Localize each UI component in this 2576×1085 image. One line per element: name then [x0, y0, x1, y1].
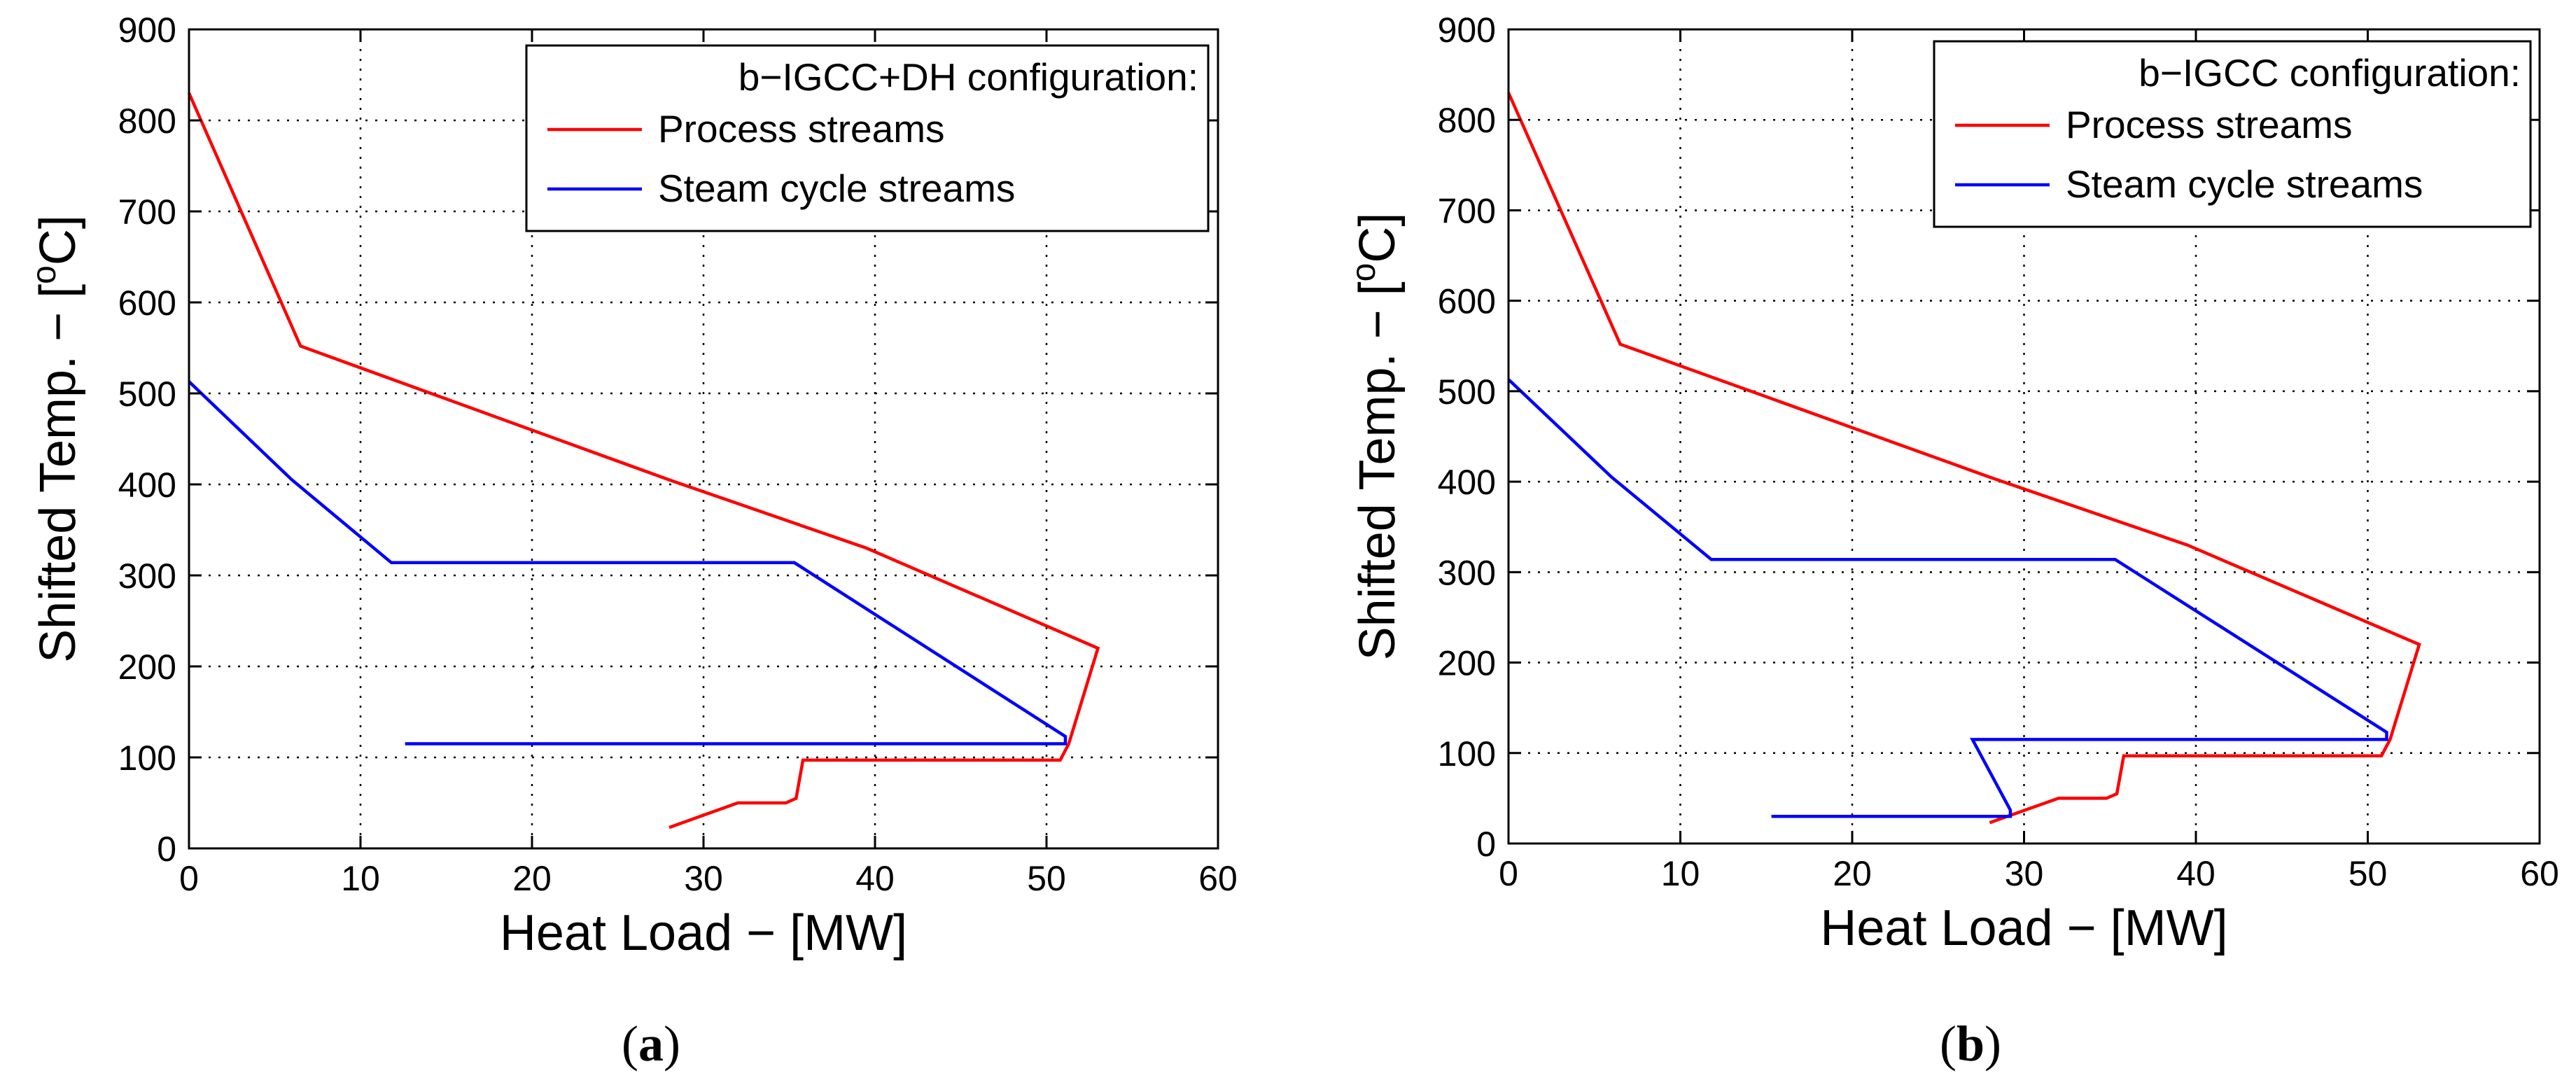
caption-open-paren: (	[622, 1016, 638, 1072]
x-tick-label: 50	[2348, 854, 2388, 893]
caption-open-paren: (	[1940, 1016, 1956, 1072]
panel-caption: (b)	[1940, 1016, 2001, 1072]
panel-caption: (a)	[622, 1016, 680, 1072]
y-axis-label-unit: C]	[30, 215, 86, 265]
x-tick-label: 40	[855, 859, 895, 898]
legend: b−IGCC+DH configuration: Process streams S…	[525, 44, 1210, 232]
chart-panel-a: 0 10 20 30 40 50 60010020030040050060070080090…	[26, 10, 1238, 1072]
y-axis-label-superscript: o	[1345, 263, 1382, 282]
x-axis-label: Heat Load − [MW]	[1820, 900, 2227, 956]
y-tick-label: 900	[118, 10, 176, 50]
legend-entry: Process streams	[658, 107, 945, 150]
series-line-steam-cycle-streams	[1507, 378, 2388, 818]
y-tick-label: 0	[1476, 825, 1496, 864]
x-tick-label: 30	[2005, 854, 2044, 893]
y-tick-label: 800	[118, 102, 176, 141]
series-line-process-streams	[187, 92, 1100, 830]
legend-title: b−IGCC+DH configuration:	[738, 55, 1198, 99]
y-tick-label: 300	[1438, 553, 1496, 592]
caption-close-paren: )	[664, 1016, 680, 1072]
y-tick-label: 100	[1438, 734, 1496, 774]
y-tick-label: 200	[1438, 644, 1496, 683]
y-tick-label: 300	[118, 556, 176, 596]
series-line-process-streams	[1506, 92, 2421, 825]
legend-title: b−IGCC configuration:	[2138, 51, 2521, 94]
x-tick-label: 20	[512, 859, 552, 898]
y-tick-label: 100	[118, 738, 176, 778]
x-tick-label: 0	[1499, 854, 1518, 893]
legend-entry: Steam cycle streams	[2066, 162, 2423, 206]
chart-panel-b: 0 10 20 30 40 50 60010020030040050060070080090…	[1345, 10, 2559, 1072]
x-axis-label: Heat Load − [MW]	[500, 905, 907, 961]
x-tick-label: 60	[1198, 859, 1238, 898]
y-tick-label: 600	[1438, 282, 1496, 321]
x-tick-label: 50	[1027, 859, 1066, 898]
y-tick-label: 500	[118, 374, 176, 414]
legend-box	[525, 44, 1210, 232]
y-tick-label: 500	[1438, 372, 1496, 412]
x-tick-label: 20	[1833, 854, 1872, 893]
x-tick-label: 10	[341, 859, 380, 898]
y-tick-label: 900	[1438, 10, 1496, 50]
caption-letter: b	[1956, 1016, 1984, 1072]
y-tick-label: 0	[157, 830, 176, 869]
x-tick-label: 40	[2176, 854, 2216, 893]
y-tick-label: 200	[118, 648, 176, 687]
y-axis-label-unit: C]	[1350, 213, 1406, 263]
y-tick-label: 400	[118, 465, 176, 505]
caption-letter: a	[638, 1016, 664, 1072]
y-tick-label: 700	[1438, 191, 1496, 230]
caption-close-paren: )	[1984, 1016, 2001, 1072]
x-tick-label: 60	[2520, 854, 2559, 893]
legend-entry: Process streams	[2066, 103, 2353, 146]
y-tick-label: 800	[1438, 101, 1496, 140]
x-tick-label: 0	[179, 859, 199, 898]
y-axis-label: Shifted Temp. − [oC]	[26, 215, 86, 663]
y-axis-label-main: Shifted Temp. − [	[30, 284, 86, 663]
legend-entry: Steam cycle streams	[658, 167, 1015, 210]
x-tick-label: 30	[684, 859, 723, 898]
legend: b−IGCC configuration: Process streams Stea…	[1933, 40, 2532, 228]
legend-box	[1933, 40, 2532, 228]
y-tick-label: 400	[1438, 463, 1496, 502]
x-tick-label: 10	[1661, 854, 1700, 893]
y-axis-label-main: Shifted Temp. − [	[1350, 281, 1406, 660]
y-tick-label: 700	[118, 192, 176, 232]
series-line-steam-cycle-streams	[188, 380, 1068, 746]
y-axis-label-superscript: o	[26, 265, 63, 284]
y-tick-label: 600	[118, 284, 176, 323]
y-axis-label: Shifted Temp. − [oC]	[1345, 213, 1406, 661]
